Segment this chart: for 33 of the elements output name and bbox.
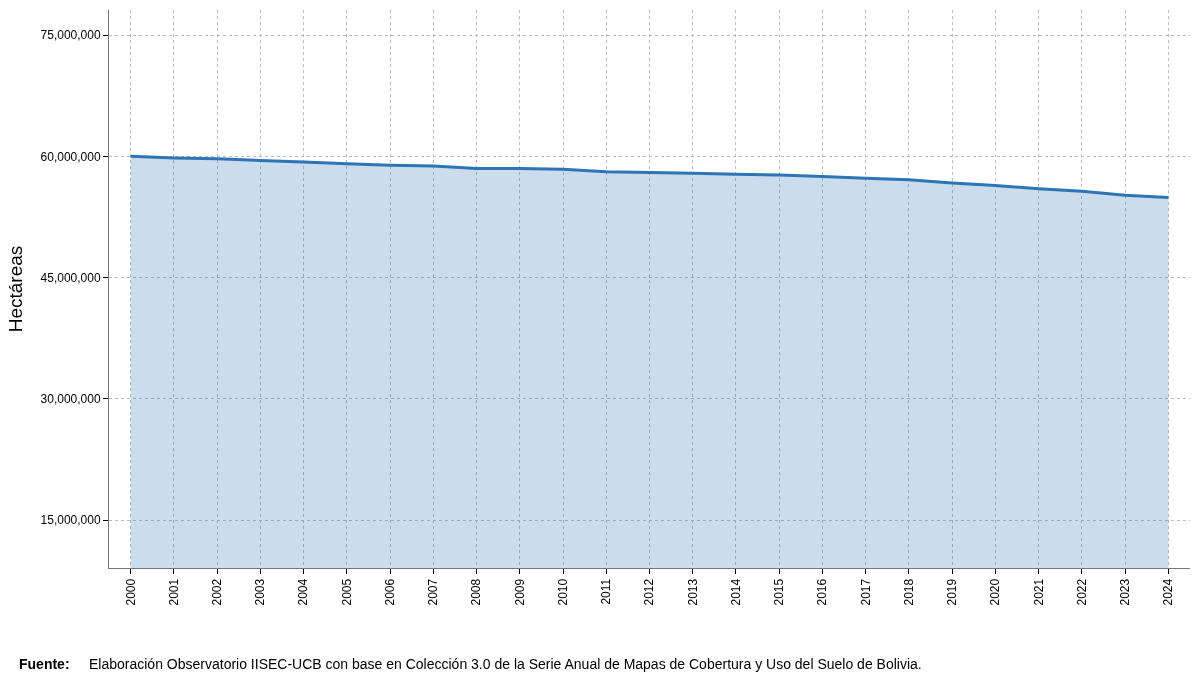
y-tick-label: 45,000,000 [40, 270, 101, 285]
x-tick-label: 2021 [1031, 578, 1046, 606]
x-tick-label: 2024 [1161, 578, 1176, 606]
x-tick-label: 2005 [339, 578, 354, 606]
x-tick-label: 2013 [685, 578, 700, 606]
x-tick-label: 2002 [210, 578, 224, 606]
x-tick-label: 2009 [512, 578, 527, 606]
x-tick-label: 2006 [382, 578, 397, 606]
y-tick-label: 75,000,000 [40, 28, 101, 43]
x-tick-label: 2008 [469, 578, 484, 606]
x-tick-label: 2019 [945, 578, 960, 606]
x-tick-label: 2004 [296, 578, 311, 606]
x-tick-label: 2016 [815, 578, 830, 606]
x-tick-label: 2014 [728, 578, 743, 606]
y-tick-label: 60,000,000 [40, 149, 101, 164]
y-tick-label: 15,000,000 [40, 513, 101, 528]
y-tick-label: 30,000,000 [40, 392, 101, 407]
x-tick-label: 2017 [858, 578, 873, 606]
x-tick-label: 2010 [555, 578, 570, 606]
x-tick-label: 2015 [772, 578, 787, 606]
x-tick-label: 2022 [1074, 578, 1089, 606]
y-axis-title: Hectáreas [5, 245, 27, 333]
x-tick-label: 2001 [166, 578, 181, 606]
x-tick-label: 2011 [599, 578, 614, 605]
x-tick-label: 2000 [123, 578, 138, 606]
source-note: Fuente: [19, 656, 70, 672]
x-tick-label: 2023 [1118, 578, 1133, 606]
x-tick-label: 2012 [642, 578, 657, 606]
x-tick-label: 2020 [988, 578, 1003, 606]
x-tick-label: 2018 [901, 578, 916, 606]
text: Elaboración Observatorio IISEC-UCB con base en Colección 3.0 de la Serie Anual de Mapas de Cobertura y Uso del Suelo de Bolivia. [89, 656, 922, 672]
x-tick-label: 2007 [426, 578, 441, 606]
x-tick-label: 2003 [253, 578, 268, 606]
